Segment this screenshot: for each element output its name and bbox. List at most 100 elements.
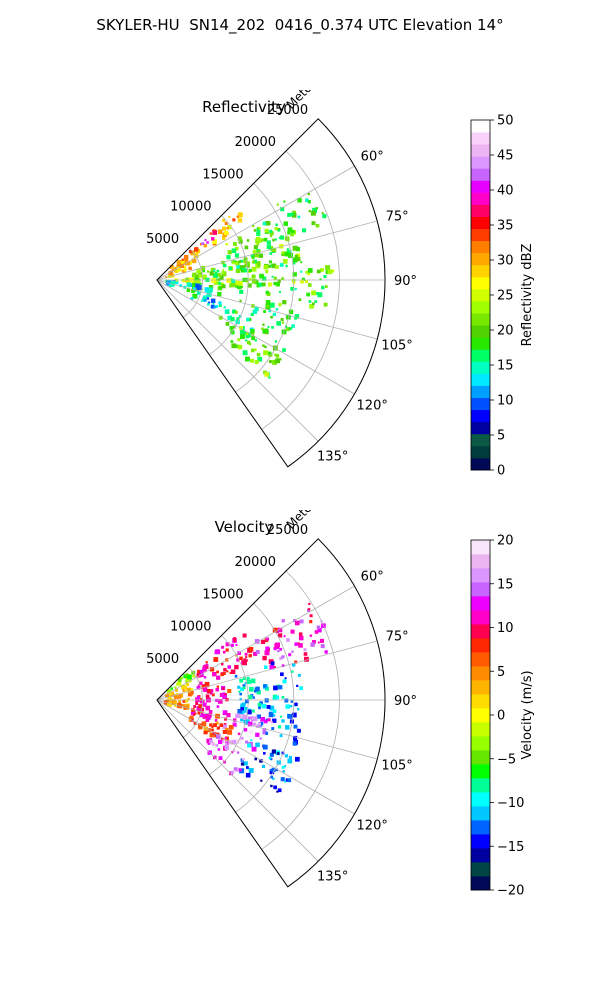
echo-gate — [254, 307, 259, 312]
colorbar-tick-label: −10 — [497, 796, 524, 811]
echo-gate — [268, 360, 272, 364]
echo-gate — [232, 242, 237, 246]
echo-gate — [267, 325, 270, 328]
echo-gate — [219, 723, 224, 727]
azimuth-tick-labels: 60° 75° 90° 105° 120° 135° — [317, 150, 417, 465]
echo-gate — [186, 282, 191, 287]
echo-gate — [248, 268, 252, 273]
echo-gate — [240, 762, 245, 766]
echo-gate — [297, 215, 301, 219]
echo-gate — [215, 721, 219, 725]
echo-gate — [206, 291, 212, 297]
echo-gate — [205, 718, 210, 722]
echo-gate — [279, 656, 283, 660]
echo-gate — [224, 727, 229, 732]
echo-gate — [312, 207, 318, 213]
echo-gate — [323, 302, 328, 307]
echo-gate — [221, 662, 224, 666]
echo-gate — [307, 268, 313, 273]
echo-gate — [296, 728, 301, 733]
echo-gate — [209, 232, 212, 235]
echo-gate — [295, 620, 300, 626]
echo-gate — [291, 213, 297, 218]
echo-gate — [287, 231, 291, 235]
echo-gate — [272, 709, 277, 714]
echo-gate — [234, 310, 238, 314]
echo-gate — [195, 279, 201, 285]
echo-gate — [257, 249, 261, 253]
echo-gate — [237, 685, 241, 689]
range-ring-labels: 5000 10000 15000 20000 25000 — [146, 523, 308, 667]
echo-gate — [277, 788, 282, 793]
echo-gate — [180, 676, 183, 680]
echo-gate — [234, 664, 239, 670]
echo-gate — [273, 281, 277, 286]
echo-gate — [202, 667, 207, 672]
echo-gate — [311, 221, 316, 226]
echo-gate — [184, 689, 187, 692]
range-ring-labels: 5000 10000 15000 20000 25000 — [146, 103, 308, 247]
echo-gate — [204, 287, 210, 293]
colorbar-swatch — [471, 834, 490, 849]
echo-gate — [234, 674, 238, 678]
echo-gate — [277, 649, 280, 653]
echo-gate — [247, 721, 253, 727]
colorbar-tick-label: −20 — [497, 884, 524, 899]
echo-gate — [284, 754, 289, 758]
echo-gate — [175, 693, 179, 696]
echo-gate — [218, 304, 222, 307]
echo-gate — [295, 246, 300, 252]
echo-gate — [261, 327, 264, 330]
echo-gate — [187, 692, 192, 697]
echo-gate — [213, 723, 217, 727]
colorbar-swatch — [471, 750, 490, 765]
echo-gate — [305, 271, 308, 274]
echo-gate — [294, 702, 298, 706]
echo-gate — [227, 250, 232, 255]
range-ring — [182, 247, 203, 318]
echo-gate — [181, 269, 186, 274]
echo-gate — [276, 752, 280, 755]
echo-gate — [204, 702, 207, 705]
echo-gate — [312, 302, 315, 306]
echo-gate — [248, 729, 254, 735]
echo-gate — [170, 701, 175, 705]
echo-gate — [281, 277, 285, 281]
echo-gate — [245, 740, 248, 744]
echo-gate — [232, 739, 237, 744]
echo-gate — [220, 672, 224, 677]
echo-gate — [207, 301, 211, 304]
echo-gate — [225, 742, 228, 745]
echo-gate — [221, 284, 226, 289]
echo-gate — [183, 255, 189, 260]
echo-gate — [262, 221, 267, 226]
echo-gate — [213, 269, 216, 272]
echo-gate — [257, 261, 261, 264]
echo-gate — [292, 210, 296, 215]
echo-gate — [239, 698, 242, 701]
echo-gate — [257, 356, 263, 362]
echo-gate — [211, 725, 214, 729]
echo-gate — [202, 703, 207, 707]
colorbar-swatch — [471, 409, 490, 423]
echo-gate — [280, 207, 285, 212]
colorbar-swatch — [471, 180, 490, 193]
echo-gate — [239, 656, 243, 661]
echo-gate — [265, 290, 269, 294]
echo-gate — [311, 290, 316, 296]
echo-gate — [232, 325, 236, 329]
echo-gate — [172, 281, 176, 285]
echo-gate — [236, 751, 240, 754]
echo-gate — [298, 632, 303, 636]
colorbar: 0 5 10 15 20 25 30 35 40 45 50 Reflectivity dBZ — [470, 114, 535, 479]
echo-gate — [263, 684, 267, 688]
colorbar-swatch — [471, 337, 490, 350]
echo-gate — [187, 674, 192, 680]
echo-gate — [225, 642, 230, 647]
echo-gate — [238, 690, 241, 693]
echo-gate — [277, 279, 281, 283]
echo-gate — [250, 254, 254, 258]
echo-gate — [202, 687, 208, 692]
echo-gate — [185, 279, 189, 283]
echo-gate — [209, 271, 214, 276]
